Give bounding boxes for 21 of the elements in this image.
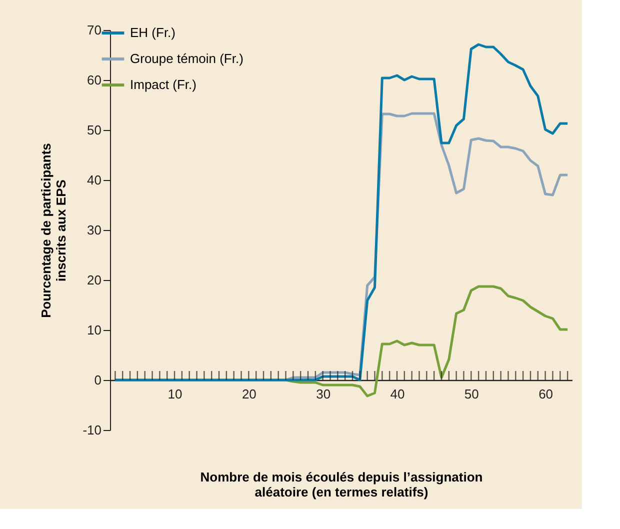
x-tick-label: 40 [390, 386, 405, 402]
legend-label: Groupe témoin (Fr.) [130, 51, 244, 66]
x-tick-label: 60 [538, 386, 554, 402]
legend-label: EH (Fr.) [130, 25, 176, 40]
y-tick-label: -10 [82, 422, 102, 438]
y-tick-label: 50 [87, 122, 102, 138]
line-series [114, 43, 569, 382]
y-axis-title: Pourcentage de participants inscrits aux EPS [38, 143, 69, 318]
y-tick-label: 10 [87, 322, 102, 338]
y-tick-label: 30 [87, 222, 102, 238]
x-tick-label: 50 [464, 386, 479, 402]
y-tick-label: 60 [87, 72, 102, 88]
y-tick-label: 70 [87, 22, 102, 38]
x-tick-label: 10 [168, 386, 182, 402]
x-tick-label: 30 [316, 386, 331, 402]
legend-label: Impact (Fr.) [130, 77, 196, 92]
y-tick-label: 20 [87, 272, 102, 288]
y-tick-label: 40 [87, 172, 102, 188]
y-tick-label: 0 [94, 372, 102, 388]
x-axis-title: Nombre de mois écoulés depuis l’assignation aléatoire (en termes relatifs) [200, 470, 483, 500]
x-tick-label: 20 [242, 386, 256, 402]
